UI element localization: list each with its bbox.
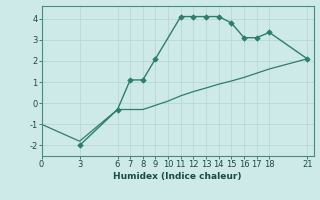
X-axis label: Humidex (Indice chaleur): Humidex (Indice chaleur) xyxy=(113,172,242,181)
